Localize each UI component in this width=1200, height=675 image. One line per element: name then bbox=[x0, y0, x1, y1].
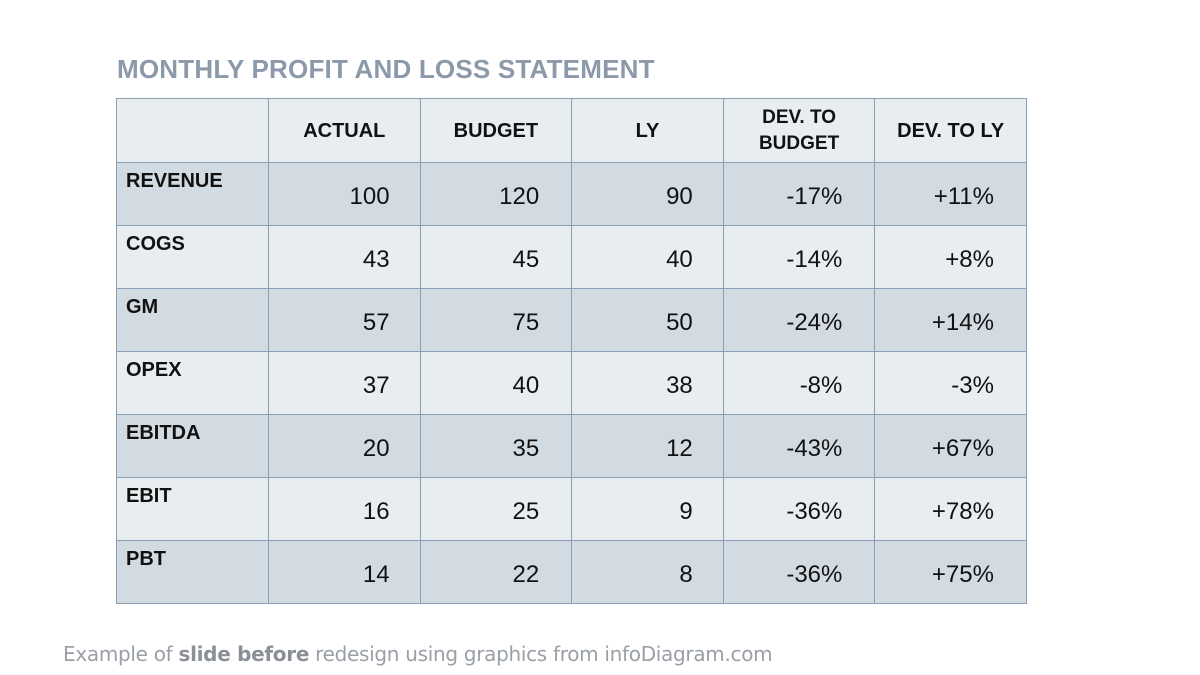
cell-actual: 100 bbox=[268, 162, 421, 226]
cell-ly: 8 bbox=[571, 540, 724, 604]
table-row: REVENUE 100 120 90 -17% +11% bbox=[116, 162, 1027, 226]
header-dev-to-budget-line2: BUDGET bbox=[758, 132, 840, 154]
row-label: REVENUE bbox=[116, 162, 269, 226]
header-dev-to-budget: DEV. TO BUDGET bbox=[722, 98, 876, 163]
caption-part3: redesign using graphics from infoDiagram… bbox=[309, 642, 773, 666]
caption-part1: Example of bbox=[63, 642, 179, 666]
cell-actual: 43 bbox=[268, 225, 421, 289]
header-budget: BUDGET bbox=[419, 98, 573, 163]
table-row: PBT 14 22 8 -36% +75% bbox=[116, 540, 1027, 604]
header-corner bbox=[116, 98, 269, 163]
header-actual: ACTUAL bbox=[268, 98, 421, 163]
cell-dev-budget: -36% bbox=[722, 477, 876, 541]
cell-budget: 25 bbox=[419, 477, 573, 541]
cell-budget: 75 bbox=[419, 288, 573, 352]
header-dev-to-budget-line1: DEV. TO bbox=[762, 106, 837, 128]
cell-budget: 120 bbox=[419, 162, 573, 226]
page-title: MONTHLY PROFIT AND LOSS STATEMENT bbox=[117, 54, 655, 84]
header-dev-to-ly: DEV. TO LY bbox=[874, 98, 1027, 163]
cell-actual: 57 bbox=[268, 288, 421, 352]
cell-dev-ly: +78% bbox=[874, 477, 1027, 541]
cell-dev-budget: -24% bbox=[722, 288, 876, 352]
row-label: OPEX bbox=[116, 351, 269, 415]
cell-actual: 20 bbox=[268, 414, 421, 478]
cell-ly: 50 bbox=[571, 288, 724, 352]
cell-dev-budget: -36% bbox=[722, 540, 876, 604]
cell-dev-ly: -3% bbox=[874, 351, 1027, 415]
cell-ly: 40 bbox=[571, 225, 724, 289]
pl-table: ACTUAL BUDGET LY DEV. TO BUDGET DEV. TO … bbox=[116, 98, 1027, 604]
cell-dev-ly: +8% bbox=[874, 225, 1027, 289]
cell-dev-ly: +75% bbox=[874, 540, 1027, 604]
row-label: EBIT bbox=[116, 477, 269, 541]
cell-ly: 90 bbox=[571, 162, 724, 226]
row-label: EBITDA bbox=[116, 414, 269, 478]
cell-actual: 16 bbox=[268, 477, 421, 541]
cell-actual: 37 bbox=[268, 351, 421, 415]
row-label: GM bbox=[116, 288, 269, 352]
cell-ly: 38 bbox=[571, 351, 724, 415]
table-row: EBITDA 20 35 12 -43% +67% bbox=[116, 414, 1027, 478]
cell-dev-ly: +67% bbox=[874, 414, 1027, 478]
footer-caption: Example of slide before redesign using g… bbox=[63, 642, 773, 666]
cell-ly: 9 bbox=[571, 477, 724, 541]
header-ly: LY bbox=[571, 98, 724, 163]
cell-budget: 22 bbox=[419, 540, 573, 604]
cell-ly: 12 bbox=[571, 414, 724, 478]
row-label: COGS bbox=[116, 225, 269, 289]
cell-dev-budget: -17% bbox=[722, 162, 876, 226]
cell-dev-budget: -14% bbox=[722, 225, 876, 289]
cell-dev-ly: +14% bbox=[874, 288, 1027, 352]
row-label: PBT bbox=[116, 540, 269, 604]
cell-dev-ly: +11% bbox=[874, 162, 1027, 226]
cell-budget: 35 bbox=[419, 414, 573, 478]
table-row: COGS 43 45 40 -14% +8% bbox=[116, 225, 1027, 289]
table-row: EBIT 16 25 9 -36% +78% bbox=[116, 477, 1027, 541]
table-header-row: ACTUAL BUDGET LY DEV. TO BUDGET DEV. TO … bbox=[116, 98, 1027, 163]
cell-budget: 40 bbox=[419, 351, 573, 415]
table-row: OPEX 37 40 38 -8% -3% bbox=[116, 351, 1027, 415]
caption-emphasis: slide before bbox=[178, 642, 310, 666]
cell-dev-budget: -43% bbox=[722, 414, 876, 478]
cell-budget: 45 bbox=[419, 225, 573, 289]
cell-actual: 14 bbox=[268, 540, 421, 604]
table-row: GM 57 75 50 -24% +14% bbox=[116, 288, 1027, 352]
cell-dev-budget: -8% bbox=[722, 351, 876, 415]
